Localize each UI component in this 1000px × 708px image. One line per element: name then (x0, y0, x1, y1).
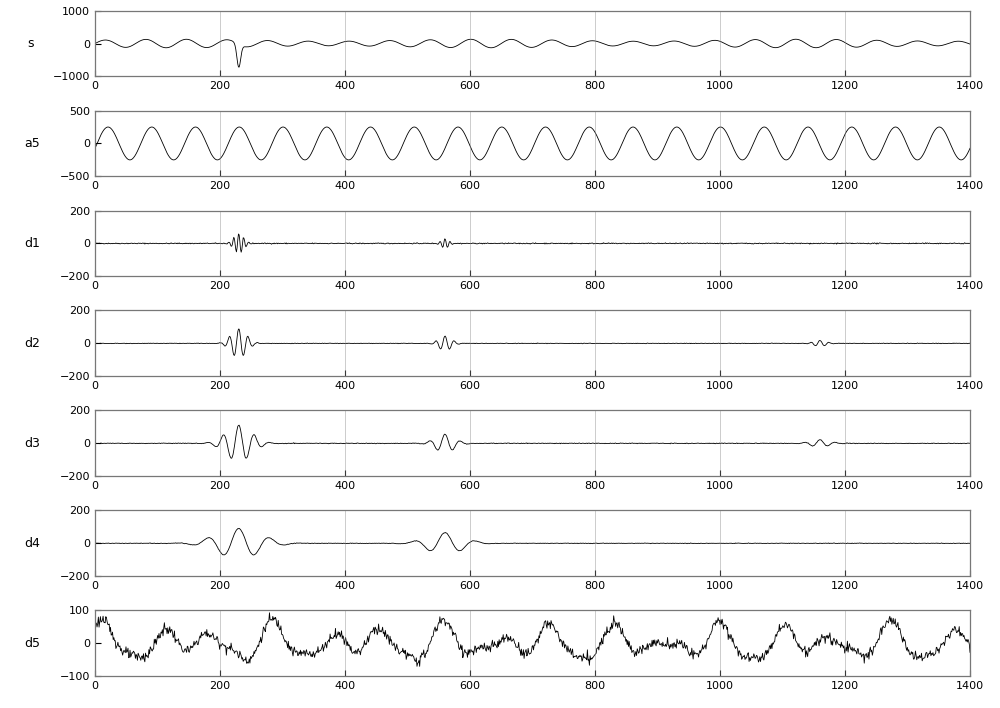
Y-axis label: s: s (27, 37, 33, 50)
Y-axis label: d2: d2 (24, 337, 40, 350)
Y-axis label: d4: d4 (24, 537, 40, 550)
Y-axis label: a5: a5 (25, 137, 40, 150)
Y-axis label: d5: d5 (24, 636, 40, 650)
Y-axis label: d3: d3 (24, 437, 40, 450)
Y-axis label: d1: d1 (24, 237, 40, 250)
